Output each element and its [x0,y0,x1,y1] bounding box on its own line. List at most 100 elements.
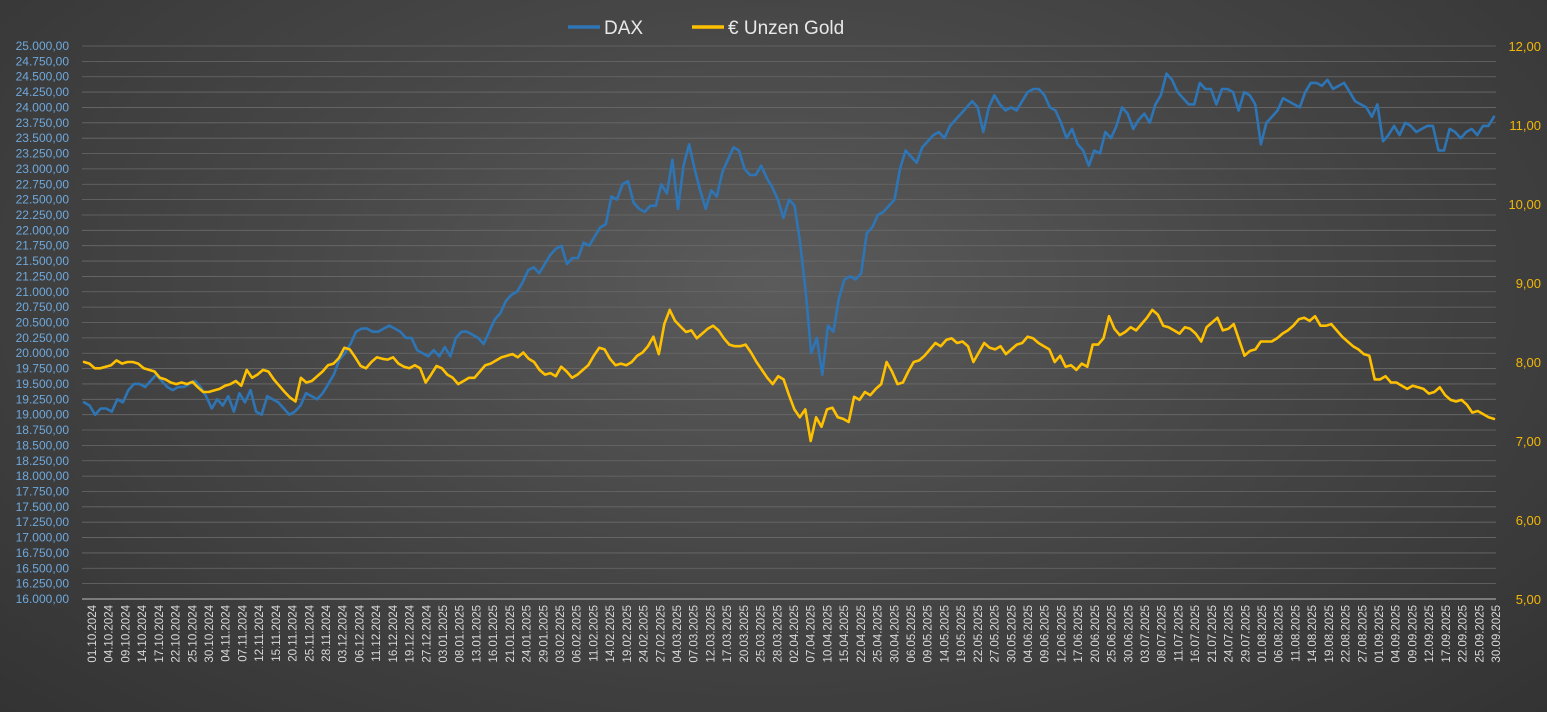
left-tick-label: 23.000,00 [16,162,70,176]
x-tick-label: 12.09.2025 [1424,605,1436,663]
left-tick-label: 18.000,00 [16,469,70,483]
left-tick-label: 19.250,00 [16,392,70,406]
left-tick-label: 23.750,00 [16,116,70,130]
x-tick-label: 25.04.2025 [873,605,885,663]
x-tick-label: 30.06.2025 [1123,605,1135,663]
left-tick-label: 16.250,00 [16,577,70,591]
x-tick-label: 04.09.2025 [1391,605,1403,663]
x-tick-label: 12.03.2025 [705,605,717,663]
left-tick-label: 24.750,00 [16,54,70,68]
x-tick-label: 20.11.2024 [288,604,300,661]
x-tick-label: 29.01.2025 [538,605,550,663]
x-tick-label: 04.10.2024 [104,604,116,662]
x-tick-label: 06.08.2025 [1274,605,1286,663]
x-tick-label: 30.10.2024 [204,604,216,662]
right-tick-label: 11,00 [1509,118,1541,133]
x-tick-label: 06.12.2024 [354,604,366,662]
x-tick-label: 19.02.2025 [622,605,634,663]
right-tick-label: 12,00 [1508,39,1541,54]
left-tick-label: 20.750,00 [16,300,70,314]
x-tick-label: 30.09.2025 [1491,605,1503,663]
x-tick-label: 09.05.2025 [923,605,935,663]
x-tick-label: 04.06.2025 [1023,605,1035,663]
right-y-axis-gold: 5,00 6,00 7,00 8,00 9,00 10,00 11,00 12,00 [1508,39,1541,607]
left-tick-label: 21.750,00 [16,239,70,253]
left-tick-label: 17.000,00 [16,531,70,545]
x-tick-label: 30.05.2025 [1006,605,1018,663]
left-tick-label: 17.250,00 [16,515,70,529]
x-tick-label: 22.08.2025 [1341,605,1353,663]
x-tick-label: 01.09.2025 [1374,605,1386,663]
left-tick-label: 25.000,00 [16,39,70,53]
left-tick-label: 22.500,00 [16,193,70,207]
x-tick-label: 14.05.2025 [939,605,951,663]
x-tick-label: 01.10.2024 [87,604,99,662]
x-tick-label: 11.08.2025 [1290,605,1302,662]
x-tick-label: 14.08.2025 [1307,605,1319,663]
x-tick-label: 04.03.2025 [672,605,684,663]
x-tick-label: 15.11.2024 [271,604,283,661]
x-tick-label: 06.05.2025 [906,605,918,663]
left-tick-label: 19.500,00 [16,377,70,391]
left-tick-label: 21.250,00 [16,269,70,283]
left-tick-label: 19.000,00 [16,408,70,422]
left-tick-label: 24.250,00 [16,85,70,99]
left-tick-label: 24.000,00 [16,100,70,114]
x-tick-label: 22.05.2025 [973,605,985,663]
x-tick-label: 22.10.2024 [171,604,183,662]
x-tick-label: 25.03.2025 [756,605,768,663]
x-tick-label: 19.05.2025 [956,605,968,663]
left-tick-label: 16.500,00 [16,561,70,575]
x-axis-dates: 01.10.2024 04.10.2024 09.10.2024 14.10.2024… [87,604,1503,662]
right-tick-label: 9,00 [1516,276,1541,291]
x-tick-label: 25.10.2024 [187,604,199,662]
left-tick-label: 18.500,00 [16,438,70,452]
x-tick-label: 17.06.2025 [1073,605,1085,663]
left-tick-label: 22.000,00 [16,223,70,237]
x-tick-label: 07.04.2025 [806,605,818,663]
left-tick-label: 23.250,00 [16,147,70,161]
right-tick-label: 5,00 [1516,592,1541,607]
x-tick-label: 03.02.2025 [555,605,567,663]
x-tick-label: 09.06.2025 [1040,605,1052,663]
x-tick-label: 27.05.2025 [990,605,1002,663]
x-tick-label: 04.11.2024 [221,604,233,661]
left-tick-label: 24.500,00 [16,70,70,84]
left-tick-label: 22.250,00 [16,208,70,222]
x-tick-label: 10.04.2025 [822,605,834,663]
left-tick-label: 18.250,00 [16,454,70,468]
x-tick-label: 07.03.2025 [689,605,701,663]
x-tick-label: 20.03.2025 [739,605,751,663]
x-tick-label: 08.07.2025 [1157,605,1169,663]
dax-series-line [82,72,1496,417]
x-tick-label: 24.01.2025 [522,605,534,663]
left-tick-label: 21.500,00 [16,254,70,268]
x-tick-label: 02.04.2025 [789,605,801,663]
left-tick-label: 16.000,00 [16,592,70,606]
x-tick-label: 27.12.2024 [421,604,433,662]
x-tick-label: 25.09.2025 [1474,605,1486,663]
left-tick-label: 20.500,00 [16,316,70,330]
x-tick-label: 21.07.2025 [1207,605,1219,663]
x-tick-label: 11.12.2024 [371,604,383,661]
right-tick-label: 8,00 [1516,355,1541,370]
x-tick-label: 28.03.2025 [772,605,784,663]
x-tick-label: 17.09.2025 [1441,605,1453,663]
x-tick-label: 11.02.2025 [588,605,600,662]
left-tick-label: 21.000,00 [16,285,70,299]
x-tick-label: 22.04.2025 [856,605,868,663]
x-tick-label: 25.11.2024 [304,604,316,661]
x-tick-label: 24.07.2025 [1224,605,1236,663]
x-tick-label: 12.11.2024 [254,604,266,661]
left-tick-label: 20.250,00 [16,331,70,345]
gold-ounces-series-line [82,308,1496,443]
x-tick-label: 30.04.2025 [889,605,901,663]
x-tick-label: 20.06.2025 [1090,605,1102,663]
x-tick-label: 13.01.2025 [471,605,483,663]
x-tick-label: 17.10.2024 [154,604,166,662]
series-lines [82,72,1496,443]
x-tick-label: 25.06.2025 [1107,605,1119,663]
left-tick-label: 19.750,00 [16,362,70,376]
